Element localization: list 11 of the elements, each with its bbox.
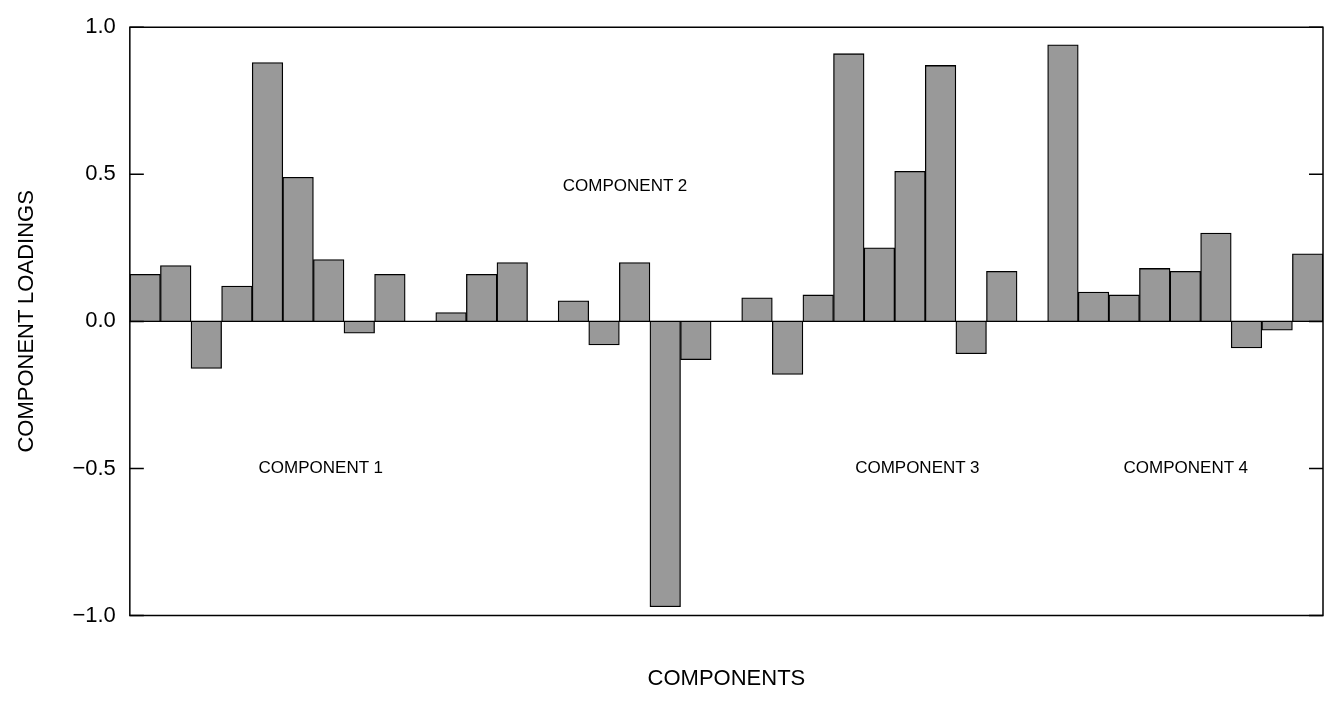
y-tick-label: −0.5 [72, 454, 116, 480]
y-tick-label: 0.0 [85, 307, 116, 333]
y-tick-label: −1.0 [72, 601, 116, 627]
annotation: COMPONENT 1 [258, 458, 383, 478]
annotation: COMPONENT 3 [855, 458, 980, 478]
y-tick-label: 0.5 [85, 160, 116, 186]
y-tick-label: 1.0 [85, 13, 116, 39]
y-axis-title: COMPONENT LOADINGS [13, 190, 39, 453]
x-axis-title: COMPONENTS [647, 664, 806, 690]
annotation: COMPONENT 4 [1123, 458, 1248, 478]
annotation: COMPONENT 2 [562, 175, 688, 195]
